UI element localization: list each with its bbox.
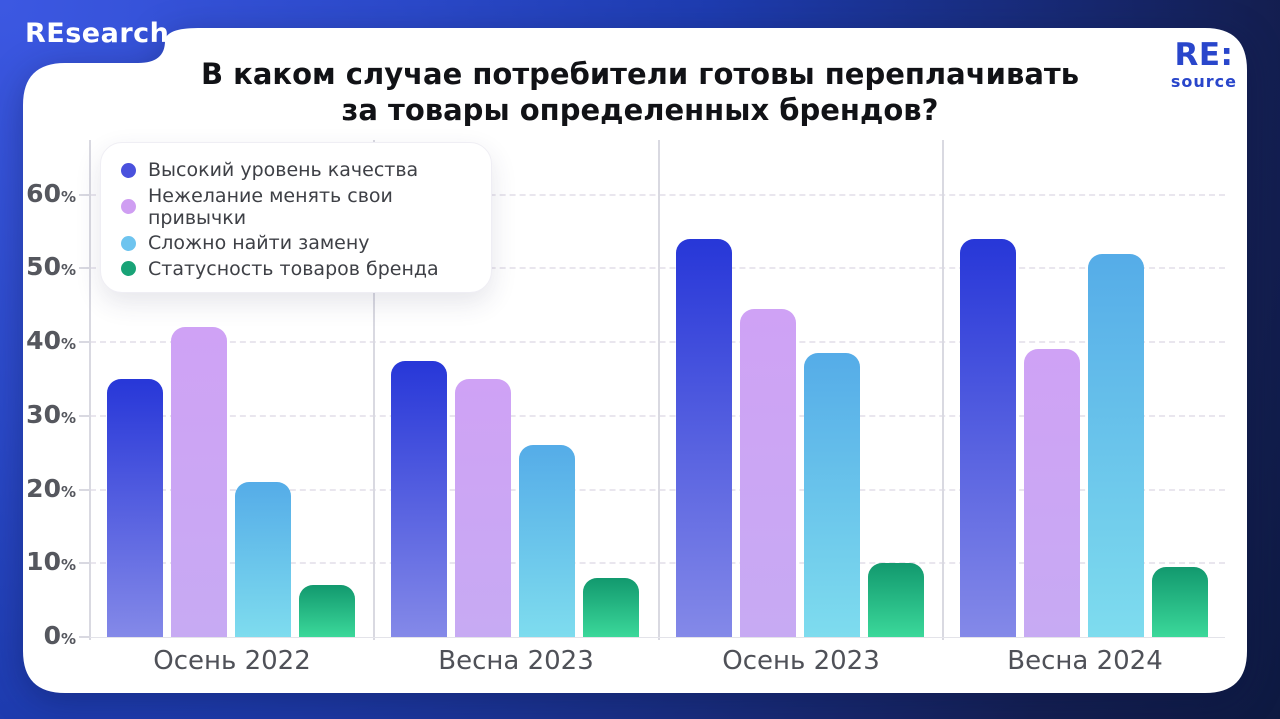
bar-series4-group2 — [583, 578, 639, 637]
resource-logo: RE: source — [1171, 40, 1237, 90]
bar-series1-group2 — [391, 360, 447, 637]
legend-label: Высокий уровень качества — [148, 159, 419, 181]
group-separator-2 — [658, 140, 660, 640]
gridline-20 — [90, 488, 1225, 491]
y-axis-label-value: 60 — [26, 178, 61, 208]
legend-dot-icon — [121, 162, 136, 178]
y-axis-label-50: 50% — [14, 252, 76, 281]
category-label-2: Весна 2023 — [438, 646, 594, 676]
bar-series4-group1 — [299, 585, 355, 637]
y-axis-label-value: 20 — [26, 473, 61, 503]
category-label-3: Осень 2023 — [722, 646, 880, 676]
legend-item-1: Высокий уровень качества — [121, 159, 471, 181]
y-axis-label-value: 40 — [26, 326, 61, 356]
y-axis-label-60: 60% — [14, 179, 76, 208]
percent-sign: % — [60, 335, 76, 354]
y-axis-tick-30 — [79, 414, 90, 417]
percent-sign: % — [60, 556, 76, 575]
resource-logo-top: RE: — [1174, 37, 1234, 73]
bar-series2-group4 — [1024, 349, 1080, 637]
y-axis-tick-0 — [79, 636, 90, 638]
y-axis-label-10: 10% — [14, 547, 76, 576]
y-axis-tick-20 — [79, 488, 90, 491]
y-axis-line — [89, 140, 91, 640]
bar-series2-group2 — [455, 378, 511, 637]
y-axis-tick-60 — [79, 193, 90, 196]
group-separator-3 — [942, 140, 944, 640]
category-label-1: Осень 2022 — [153, 646, 311, 676]
y-axis-label-40: 40% — [14, 326, 76, 355]
legend-label: Сложно найти замену — [148, 232, 370, 255]
legend-dot-icon — [121, 235, 136, 251]
y-axis-label-30: 30% — [14, 400, 76, 429]
chart-title-line2: за товары определенных брендов? — [341, 93, 939, 127]
y-axis-label-value: 0 — [43, 621, 61, 650]
y-axis-label-0: 0% — [14, 621, 76, 650]
bar-series4-group4 — [1152, 566, 1208, 637]
group-separator-1 — [373, 140, 375, 640]
chart-legend: Высокий уровень качества Нежелание менять… — [100, 142, 492, 293]
y-axis-label-20: 20% — [14, 474, 76, 503]
resource-logo-bottom: source — [1170, 72, 1237, 91]
y-axis-label-value: 10 — [26, 547, 61, 577]
y-axis-label-value: 50 — [26, 252, 61, 282]
bar-series3-group4 — [1088, 253, 1144, 637]
percent-sign: % — [60, 187, 76, 206]
chart-title: В каком случае потребители готовы перепл… — [0, 56, 1280, 128]
category-label-4: Весна 2024 — [1007, 646, 1163, 676]
y-axis-label-value: 30 — [26, 399, 61, 429]
bar-series2-group3 — [740, 308, 796, 637]
bar-series4-group3 — [868, 563, 924, 637]
y-axis-tick-50 — [79, 267, 90, 270]
legend-label: Нежелание менять свои привычки — [148, 184, 393, 229]
gridline-40 — [90, 341, 1225, 344]
percent-sign: % — [60, 630, 76, 648]
x-axis-baseline — [90, 637, 1225, 638]
legend-dot-icon — [121, 261, 136, 277]
gridline-10 — [90, 562, 1225, 565]
y-axis-tick-10 — [79, 562, 90, 565]
legend-item-2: Нежелание менять свои привычки — [121, 185, 471, 229]
legend-label: Статусность товаров бренда — [148, 257, 439, 280]
brand-research: REsearch — [25, 18, 170, 49]
bar-series1-group1 — [107, 378, 163, 637]
bar-series1-group4 — [960, 238, 1016, 637]
bar-series3-group3 — [804, 353, 860, 637]
percent-sign: % — [60, 482, 76, 501]
percent-sign: % — [60, 261, 76, 280]
bar-series1-group3 — [676, 238, 732, 637]
legend-dot-icon — [121, 199, 136, 215]
gridline-30 — [90, 414, 1225, 417]
bar-series2-group1 — [171, 327, 227, 637]
chart-title-line1: В каком случае потребители готовы перепл… — [200, 57, 1080, 91]
gridline-50 — [90, 267, 1225, 270]
percent-sign: % — [60, 408, 76, 427]
y-axis-tick-40 — [79, 341, 90, 344]
gridline-60 — [90, 193, 1225, 196]
legend-item-4: Статусность товаров бренда — [121, 258, 471, 280]
legend-item-3: Сложно найти замену — [121, 232, 471, 254]
bar-series3-group1 — [235, 482, 291, 637]
bar-series3-group2 — [519, 445, 575, 637]
